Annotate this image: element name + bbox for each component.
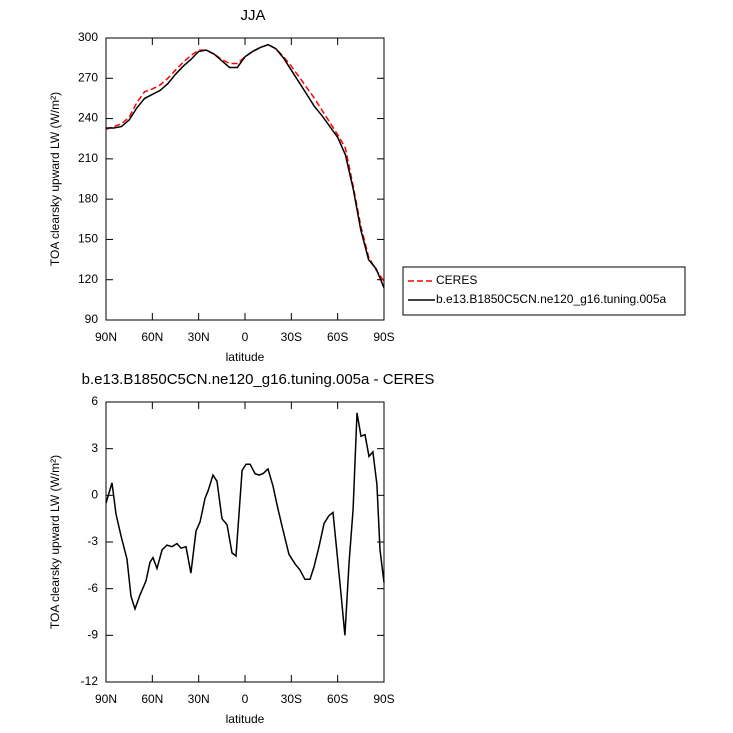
y-tick-label: 3 <box>91 441 98 455</box>
y-tick-label: 150 <box>78 232 98 246</box>
x-tick-label: 60N <box>141 692 163 706</box>
data-line <box>105 43 385 282</box>
x-tick-label: 30N <box>188 692 210 706</box>
chart-title: b.e13.B1850C5CN.ne120_g16.tuning.005a - … <box>82 371 435 388</box>
x-axis-label: latitude <box>226 350 265 364</box>
y-tick-label: 0 <box>91 488 98 502</box>
y-tick-label: -3 <box>87 534 98 548</box>
x-tick-label: 60S <box>327 692 348 706</box>
x-tick-label: 60S <box>327 330 348 344</box>
y-tick-label: -9 <box>87 628 98 642</box>
x-tick-label: 90S <box>373 692 394 706</box>
y-tick-label: -12 <box>81 674 99 688</box>
x-tick-label: 0 <box>242 692 249 706</box>
legend-box <box>402 266 686 316</box>
y-axis-label: TOA clearsky upward LW (W/m²) <box>48 455 62 629</box>
y-tick-label: 270 <box>78 70 98 84</box>
legend-label: CERES <box>436 273 477 287</box>
legend-label: b.e13.B1850C5CN.ne120_g16.tuning.005a <box>436 292 667 306</box>
data-line <box>106 43 385 289</box>
x-tick-label: 90N <box>95 330 117 344</box>
x-tick-label: 60N <box>141 330 163 344</box>
y-tick-label: 180 <box>78 191 98 205</box>
data-line <box>105 412 385 636</box>
y-tick-label: 90 <box>85 312 99 326</box>
chart-title: JJA <box>240 7 265 24</box>
x-tick-label: 90N <box>95 692 117 706</box>
plot-frame <box>105 37 385 321</box>
x-tick-label: 30S <box>281 692 302 706</box>
x-tick-label: 30N <box>188 330 210 344</box>
y-tick-label: 300 <box>78 30 98 44</box>
x-tick-label: 90S <box>373 330 394 344</box>
x-tick-label: 0 <box>242 330 249 344</box>
x-axis-label: latitude <box>226 712 265 726</box>
y-axis-label: TOA clearsky upward LW (W/m²) <box>48 92 62 266</box>
y-tick-label: 240 <box>78 111 98 125</box>
y-tick-label: 6 <box>91 394 98 408</box>
x-tick-label: 30S <box>281 330 302 344</box>
y-tick-label: 210 <box>78 151 98 165</box>
y-tick-label: -6 <box>87 581 98 595</box>
y-tick-label: 120 <box>78 272 98 286</box>
plot-frame <box>105 401 385 683</box>
